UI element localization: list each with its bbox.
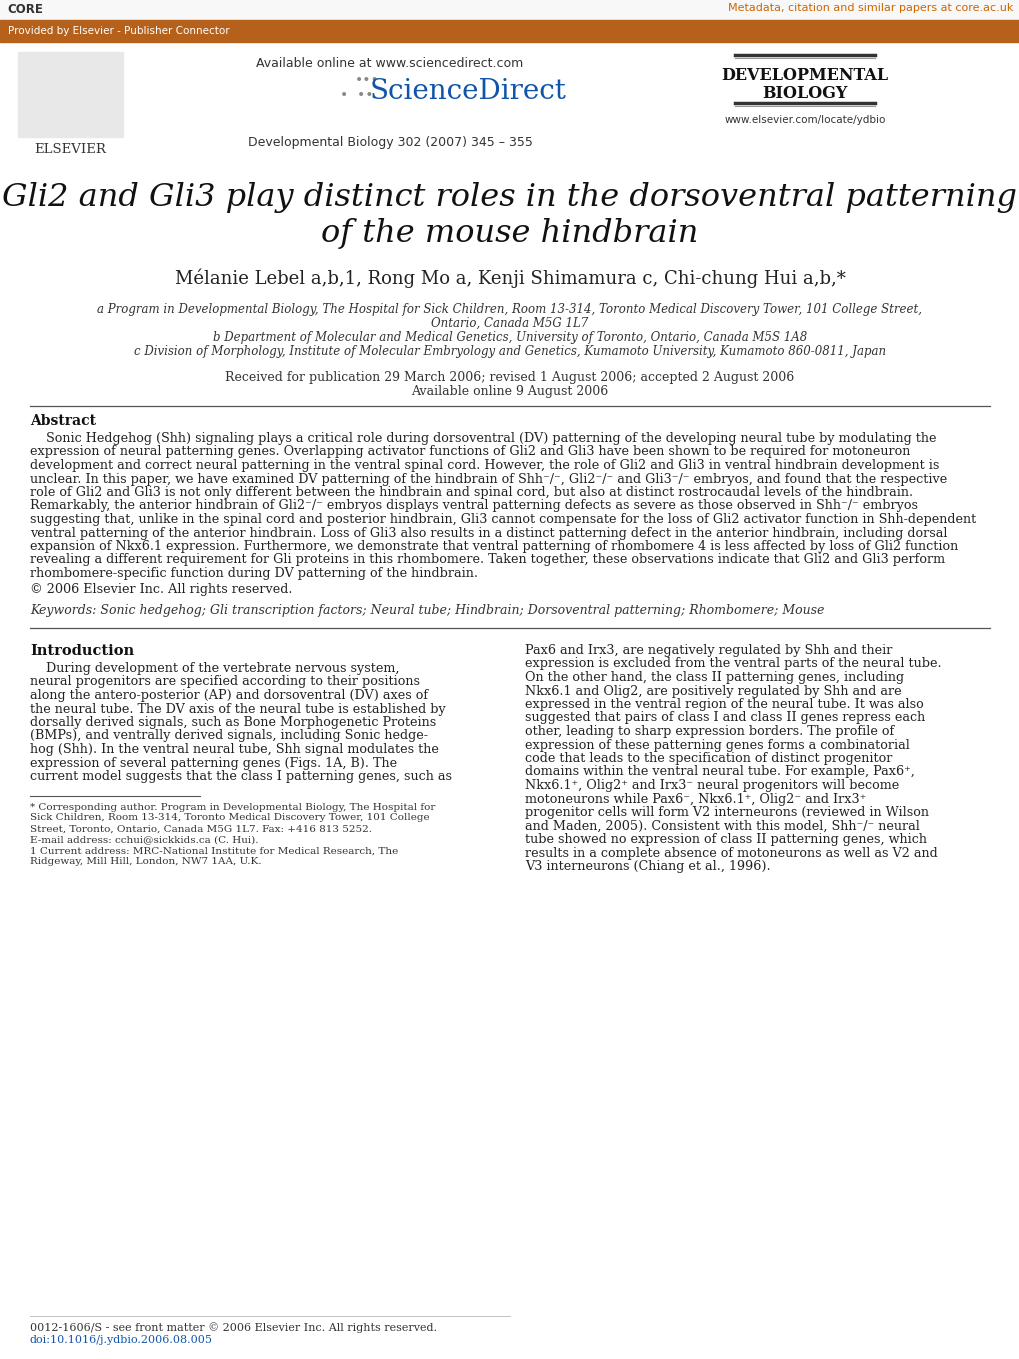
Text: and Maden, 2005). Consistent with this model, Shh⁻/⁻ neural: and Maden, 2005). Consistent with this m…: [525, 819, 919, 833]
Bar: [0, 0, 1019, 20]
Text: the neural tube. The DV axis of the neural tube is established by: the neural tube. The DV axis of the neur…: [30, 703, 445, 715]
Text: unclear. In this paper, we have examined DV patterning of the hindbrain of Shh⁻/: unclear. In this paper, we have examined…: [30, 473, 947, 485]
Text: * Corresponding author. Program in Developmental Biology, The Hospital for: * Corresponding author. Program in Devel…: [30, 803, 435, 811]
Text: development and correct neural patterning in the ventral spinal cord. However, t: development and correct neural patternin…: [30, 459, 938, 472]
Text: Pax6 and Irx3, are negatively regulated by Shh and their: Pax6 and Irx3, are negatively regulated …: [525, 644, 892, 656]
Text: Developmental Biology 302 (2007) 345 – 355: Developmental Biology 302 (2007) 345 – 3…: [248, 136, 532, 149]
Text: On the other hand, the class II patterning genes, including: On the other hand, the class II patterni…: [525, 671, 903, 684]
Text: ELSEVIER: ELSEVIER: [34, 143, 106, 156]
Text: a Program in Developmental Biology, The Hospital for Sick Children, Room 13-314,: a Program in Developmental Biology, The …: [98, 303, 921, 317]
Text: Introduction: Introduction: [30, 644, 133, 658]
Text: Available online at www.sciencedirect.com: Available online at www.sciencedirect.co…: [256, 57, 523, 71]
Text: ScienceDirect: ScienceDirect: [370, 77, 567, 105]
Text: suggesting that, unlike in the spinal cord and posterior hindbrain, Gli3 cannot : suggesting that, unlike in the spinal co…: [30, 512, 975, 526]
Text: Gli2 and Gli3 play distinct roles in the dorsoventral patterning: Gli2 and Gli3 play distinct roles in the…: [2, 182, 1017, 213]
Bar: [18, 52, 123, 137]
Text: along the antero-posterior (AP) and dorsoventral (DV) axes of: along the antero-posterior (AP) and dors…: [30, 689, 428, 703]
Text: rhombomere-specific function during DV patterning of the hindbrain.: rhombomere-specific function during DV p…: [30, 567, 478, 580]
Text: domains within the ventral neural tube. For example, Pax6⁺,: domains within the ventral neural tube. …: [525, 765, 914, 779]
Text: Metadata, citation and similar papers at core.ac.uk: Metadata, citation and similar papers at…: [727, 3, 1012, 14]
Text: of the mouse hindbrain: of the mouse hindbrain: [321, 217, 698, 249]
Text: suggested that pairs of class I and class II genes repress each: suggested that pairs of class I and clas…: [525, 712, 924, 724]
Text: ventral patterning of the anterior hindbrain. Loss of Gli3 also results in a dis: ventral patterning of the anterior hindb…: [30, 526, 947, 540]
Text: c Division of Morphology, Institute of Molecular Embryology and Genetics, Kumamo: c Division of Morphology, Institute of M…: [133, 345, 886, 357]
Text: results in a complete absence of motoneurons as well as V2 and: results in a complete absence of motoneu…: [525, 847, 936, 859]
Text: Street, Toronto, Ontario, Canada M5G 1L7. Fax: +416 813 5252.: Street, Toronto, Ontario, Canada M5G 1L7…: [30, 825, 372, 833]
Text: BIOLOGY: BIOLOGY: [761, 86, 847, 102]
Text: expression of neural patterning genes. Overlapping activator functions of Gli2 a: expression of neural patterning genes. O…: [30, 446, 910, 458]
Text: Provided by Elsevier - Publisher Connector: Provided by Elsevier - Publisher Connect…: [8, 26, 229, 35]
Text: Sick Children, Room 13-314, Toronto Medical Discovery Tower, 101 College: Sick Children, Room 13-314, Toronto Medi…: [30, 814, 429, 822]
Text: expression is excluded from the ventral parts of the neural tube.: expression is excluded from the ventral …: [525, 658, 941, 670]
Text: Remarkably, the anterior hindbrain of Gli2⁻/⁻ embryos displays ventral patternin: Remarkably, the anterior hindbrain of Gl…: [30, 500, 917, 512]
Text: hog (Shh). In the ventral neural tube, Shh signal modulates the: hog (Shh). In the ventral neural tube, S…: [30, 743, 438, 756]
Text: expansion of Nkx6.1 expression. Furthermore, we demonstrate that ventral pattern: expansion of Nkx6.1 expression. Furtherm…: [30, 540, 957, 553]
Text: DEVELOPMENTAL: DEVELOPMENTAL: [720, 67, 888, 84]
Text: code that leads to the specification of distinct progenitor: code that leads to the specification of …: [525, 752, 892, 765]
Text: Nkx6.1 and Olig2, are positively regulated by Shh and are: Nkx6.1 and Olig2, are positively regulat…: [525, 685, 901, 697]
Text: b Department of Molecular and Medical Genetics, University of Toronto, Ontario, : b Department of Molecular and Medical Ge…: [213, 332, 806, 344]
Text: expressed in the ventral region of the neural tube. It was also: expressed in the ventral region of the n…: [525, 699, 923, 711]
Text: doi:10.1016/j.ydbio.2006.08.005: doi:10.1016/j.ydbio.2006.08.005: [30, 1335, 213, 1345]
Text: Nkx6.1⁺, Olig2⁺ and Irx3⁻ neural progenitors will become: Nkx6.1⁺, Olig2⁺ and Irx3⁻ neural progeni…: [525, 779, 899, 792]
Text: 0012-1606/S - see front matter © 2006 Elsevier Inc. All rights reserved.: 0012-1606/S - see front matter © 2006 El…: [30, 1322, 436, 1333]
Text: Mélanie Lebel a,b,1, Rong Mo a, Kenji Shimamura c, Chi-chung Hui a,b,*: Mélanie Lebel a,b,1, Rong Mo a, Kenji Sh…: [174, 268, 845, 288]
Text: Received for publication 29 March 2006; revised 1 August 2006; accepted 2 August: Received for publication 29 March 2006; …: [225, 371, 794, 385]
Text: dorsally derived signals, such as Bone Morphogenetic Proteins: dorsally derived signals, such as Bone M…: [30, 716, 436, 728]
Text: current model suggests that the class I patterning genes, such as: current model suggests that the class I …: [30, 771, 451, 783]
Text: Sonic Hedgehog (Shh) signaling plays a critical role during dorsoventral (DV) pa: Sonic Hedgehog (Shh) signaling plays a c…: [30, 432, 935, 444]
Text: motoneurons while Pax6⁻, Nkx6.1⁺, Olig2⁻ and Irx3⁺: motoneurons while Pax6⁻, Nkx6.1⁺, Olig2⁻…: [525, 792, 865, 806]
Text: tube showed no expression of class II patterning genes, which: tube showed no expression of class II pa…: [525, 833, 926, 847]
Text: CORE: CORE: [7, 3, 43, 16]
Text: •  ••: • ••: [339, 88, 373, 102]
Text: www.elsevier.com/locate/ydbio: www.elsevier.com/locate/ydbio: [723, 116, 884, 125]
Bar: [0, 20, 1019, 42]
Text: revealing a different requirement for Gli proteins in this rhombomere. Taken tog: revealing a different requirement for Gl…: [30, 553, 945, 567]
Text: 1 Current address: MRC-National Institute for Medical Research, The: 1 Current address: MRC-National Institut…: [30, 847, 397, 856]
Text: © 2006 Elsevier Inc. All rights reserved.: © 2006 Elsevier Inc. All rights reserved…: [30, 583, 292, 595]
Text: other, leading to sharp expression borders. The profile of: other, leading to sharp expression borde…: [525, 724, 894, 738]
Text: E-mail address: cchui@sickkids.ca (C. Hui).: E-mail address: cchui@sickkids.ca (C. Hu…: [30, 836, 258, 844]
Text: V3 interneurons (Chiang et al., 1996).: V3 interneurons (Chiang et al., 1996).: [525, 860, 770, 872]
Text: •••: •••: [355, 73, 379, 87]
Text: During development of the vertebrate nervous system,: During development of the vertebrate ner…: [30, 662, 399, 675]
Text: expression of several patterning genes (Figs. 1A, B). The: expression of several patterning genes (…: [30, 757, 396, 769]
Text: expression of these patterning genes forms a combinatorial: expression of these patterning genes for…: [525, 738, 909, 752]
Text: neural progenitors are specified according to their positions: neural progenitors are specified accordi…: [30, 675, 420, 689]
Text: Keywords: Sonic hedgehog; Gli transcription factors; Neural tube; Hindbrain; Dor: Keywords: Sonic hedgehog; Gli transcript…: [30, 603, 823, 617]
Text: Ridgeway, Mill Hill, London, NW7 1AA, U.K.: Ridgeway, Mill Hill, London, NW7 1AA, U.…: [30, 858, 261, 867]
Text: role of Gli2 and Gli3 is not only different between the hindbrain and spinal cor: role of Gli2 and Gli3 is not only differ…: [30, 487, 912, 499]
Text: Abstract: Abstract: [30, 414, 96, 428]
Text: Ontario, Canada M5G 1L7: Ontario, Canada M5G 1L7: [431, 317, 588, 330]
Text: Available online 9 August 2006: Available online 9 August 2006: [411, 385, 608, 398]
Text: (BMPs), and ventrally derived signals, including Sonic hedge-: (BMPs), and ventrally derived signals, i…: [30, 730, 428, 742]
Text: progenitor cells will form V2 interneurons (reviewed in Wilson: progenitor cells will form V2 interneuro…: [525, 806, 928, 819]
